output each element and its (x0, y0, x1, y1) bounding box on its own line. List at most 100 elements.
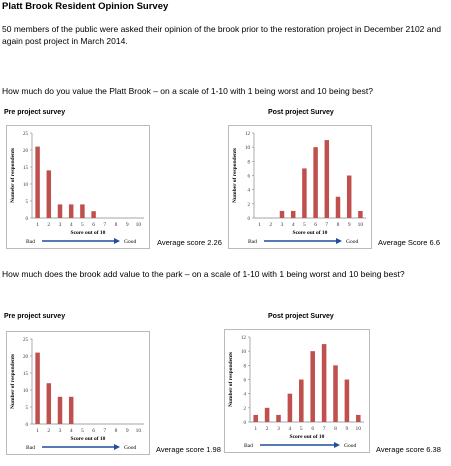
x-tick-label: 8 (334, 426, 337, 432)
x-tick-label: 6 (92, 428, 95, 434)
x-tick-label: 7 (103, 222, 106, 228)
bad-label: Bad (244, 443, 253, 449)
bar-10 (356, 414, 361, 422)
y-tick-label: 15 (23, 166, 29, 171)
x-tick-label: 9 (346, 426, 349, 432)
y-axis-label: Numebr of respondents (10, 148, 16, 203)
x-axis-label: Score out of 10 (290, 434, 325, 440)
x-tick-label: 9 (348, 222, 351, 228)
bar-4 (287, 393, 293, 422)
y-tick-label: 10 (245, 146, 251, 151)
bar-8 (333, 365, 338, 422)
bar-5 (80, 204, 85, 218)
y-tick-label: 25 (23, 132, 29, 137)
x-tick-label: 1 (36, 428, 39, 434)
bar-4 (68, 204, 74, 218)
intro-text: 50 members of the public were asked thei… (2, 24, 441, 46)
pre-survey-2-average: Average score 1.98 (156, 445, 221, 454)
question-2: How much does the brook add value to the… (2, 269, 405, 279)
y-tick-label: 8 (248, 160, 251, 165)
bar-3 (57, 204, 63, 218)
bar-1 (35, 146, 40, 218)
x-tick-label: 10 (136, 428, 142, 434)
post-survey-1-average: Average Score 6.6 (378, 238, 440, 247)
bar-6 (310, 351, 315, 422)
x-tick-label: 7 (103, 428, 106, 434)
x-axis-label: Score out of 10 (71, 230, 106, 236)
bad-label: Bad (248, 239, 257, 245)
bar-3 (276, 414, 281, 422)
y-tick-label: 6 (248, 175, 251, 180)
x-tick-label: 4 (289, 426, 292, 432)
x-tick-label: 10 (136, 222, 142, 228)
x-tick-label: 3 (281, 222, 284, 228)
y-tick-label: 20 (23, 355, 29, 360)
y-tick-label: 0 (26, 217, 29, 222)
bad-good-arrow-head (334, 442, 340, 448)
y-tick-label: 10 (241, 350, 247, 355)
x-tick-label: 5 (303, 222, 306, 228)
x-tick-label: 1 (36, 222, 39, 228)
bar-7 (324, 140, 330, 218)
chart-border (6, 125, 150, 249)
y-tick-label: 12 (241, 336, 247, 341)
x-tick-label: 7 (323, 426, 326, 432)
x-tick-label: 2 (47, 428, 50, 434)
good-label: Good (124, 445, 136, 451)
y-axis-label: Number of respondents (228, 352, 234, 407)
good-label: Good (346, 239, 358, 245)
page-title: Platt Brook Resident Opinion Survey (2, 1, 169, 12)
x-tick-label: 5 (81, 428, 84, 434)
y-tick-label: 10 (23, 389, 29, 394)
x-tick-label: 4 (70, 222, 73, 228)
bad-good-arrow-head (336, 238, 342, 244)
y-tick-label: 0 (248, 217, 251, 222)
y-tick-label: 5 (26, 406, 29, 411)
pre-survey-2-title: Pre project survey (4, 313, 66, 320)
bar-6 (313, 147, 318, 218)
x-axis-label: Score out of 10 (293, 230, 328, 236)
bar-1 (35, 352, 40, 424)
y-axis-label: Number of respondents (10, 354, 16, 409)
bar-1 (253, 414, 258, 422)
bar-2 (46, 383, 52, 424)
y-tick-label: 5 (26, 200, 29, 205)
x-tick-label: 10 (358, 222, 364, 228)
y-tick-label: 2 (248, 203, 251, 208)
x-tick-label: 8 (337, 222, 340, 228)
x-tick-label: 3 (59, 222, 62, 228)
x-tick-label: 9 (126, 428, 129, 434)
bar-3 (57, 396, 63, 424)
pre-survey-1-average: Average score 2.26 (157, 238, 222, 247)
bar-8 (335, 196, 341, 218)
bar-10 (358, 210, 363, 218)
y-tick-label: 8 (244, 364, 247, 369)
y-tick-label: 2 (244, 407, 247, 412)
x-tick-label: 2 (269, 222, 272, 228)
bar-5 (299, 379, 304, 422)
bar-3 (279, 210, 285, 218)
y-tick-label: 0 (26, 423, 29, 428)
y-tick-label: 20 (23, 149, 29, 154)
x-tick-label: 2 (266, 426, 269, 432)
y-tick-label: 15 (23, 372, 29, 377)
good-label: Good (124, 239, 136, 245)
x-tick-label: 10 (356, 426, 362, 432)
post-survey-1-title: Post project Survey (268, 109, 334, 116)
good-label: Good (344, 443, 356, 449)
bar-7 (321, 344, 327, 422)
bar-5 (302, 168, 307, 218)
y-tick-label: 10 (23, 183, 29, 188)
bar-4 (290, 210, 296, 218)
x-tick-label: 8 (115, 222, 118, 228)
x-tick-label: 6 (311, 426, 314, 432)
x-axis-label: Score out of 10 (71, 436, 106, 442)
bar-2 (46, 170, 52, 218)
bar-9 (344, 379, 350, 422)
x-tick-label: 1 (258, 222, 261, 228)
x-tick-label: 1 (254, 426, 257, 432)
x-tick-label: 9 (126, 222, 129, 228)
y-tick-label: 4 (244, 393, 247, 398)
